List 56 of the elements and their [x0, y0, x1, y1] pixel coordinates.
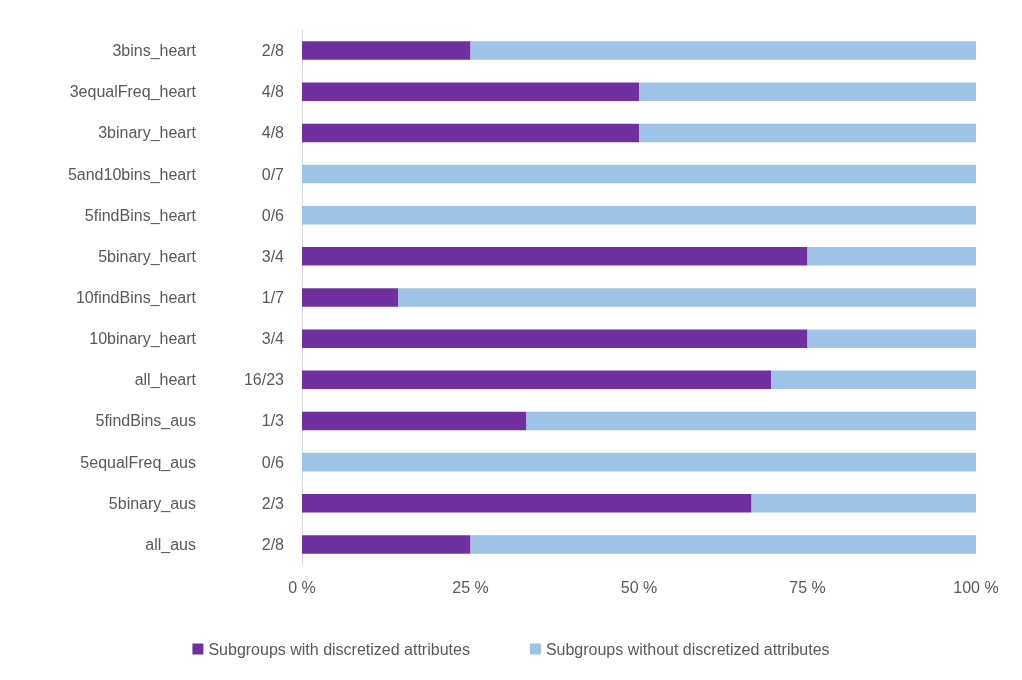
y-tick-label: 10findBins_heart [75, 289, 197, 307]
bar [302, 535, 471, 554]
bar [639, 123, 976, 143]
bar [302, 452, 976, 472]
y2-tick-label: 16/23 [243, 371, 285, 389]
legend-label: Subgroups without discretized attributes [545, 640, 830, 658]
bar [302, 411, 527, 431]
bar [398, 288, 976, 307]
y-tick-label: 3bins_heart [112, 42, 197, 61]
y2-tick-label: 0/7 [261, 165, 285, 183]
bar [302, 41, 471, 60]
y2-tick-label: 4/8 [261, 124, 285, 142]
y-tick-label: all_aus [145, 535, 196, 554]
y-tick-label: all_heart [134, 371, 197, 390]
y-tick-label: 10binary_heart [89, 330, 197, 349]
y2-tick-label: 3/4 [261, 247, 285, 265]
y-tick-label: 5binary_aus [108, 494, 196, 513]
y-tick-label: 5findBins_heart [84, 206, 197, 225]
bar [807, 329, 976, 348]
legend-label: Subgroups with discretized attributes [208, 640, 470, 658]
bar [302, 123, 639, 143]
bar [526, 411, 976, 431]
bar [807, 247, 976, 266]
bar [302, 205, 976, 225]
y2-tick-label: 1/3 [261, 412, 285, 430]
bar [771, 370, 976, 390]
bar [302, 247, 808, 266]
bar [302, 164, 976, 184]
bar [302, 370, 772, 390]
y2-tick-label: 3/4 [261, 330, 285, 348]
y2-tick-label: 0/6 [261, 453, 285, 471]
bar [470, 535, 976, 554]
y2-tick-label: 0/6 [261, 206, 285, 224]
x-tick-label: 50 % [620, 578, 658, 596]
y-tick-label: 5findBins_aus [95, 412, 196, 431]
y2-tick-label: 2/8 [261, 535, 285, 553]
x-tick-label: 75 % [789, 578, 826, 596]
bar [639, 82, 976, 101]
bar [302, 494, 752, 513]
y2-tick-label: 1/7 [261, 289, 285, 306]
bar [302, 288, 399, 307]
y-tick-label: 5equalFreq_aus [80, 453, 196, 472]
x-tick-label: 25 % [452, 578, 489, 596]
y-tick-label: 5binary_heart [98, 247, 197, 266]
y2-tick-label: 4/8 [261, 83, 285, 101]
x-tick-label: 0 % [288, 578, 316, 596]
bar [470, 41, 976, 60]
y2-tick-label: 2/3 [261, 494, 285, 512]
bar [751, 494, 976, 513]
x-tick-label: 100 % [953, 578, 999, 596]
y-tick-label: 3binary_heart [98, 124, 197, 143]
y-tick-label: 3equalFreq_heart [69, 83, 197, 102]
y2-tick-label: 2/8 [261, 42, 285, 60]
bar [302, 82, 639, 101]
y-tick-label: 5and10bins_heart [67, 165, 197, 184]
bar [302, 329, 808, 348]
